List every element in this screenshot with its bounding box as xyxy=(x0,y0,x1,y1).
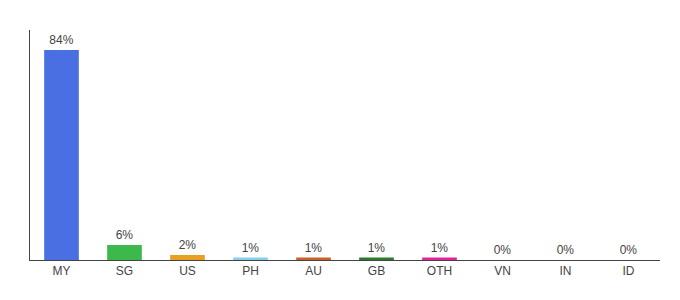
svg-text:GB: GB xyxy=(368,264,385,278)
svg-text:AU: AU xyxy=(305,264,322,278)
svg-text:84%: 84% xyxy=(49,33,73,47)
svg-text:PH: PH xyxy=(242,264,259,278)
svg-text:1%: 1% xyxy=(368,241,386,255)
svg-text:0%: 0% xyxy=(557,243,575,257)
svg-text:ID: ID xyxy=(623,264,635,278)
svg-text:0%: 0% xyxy=(494,243,512,257)
svg-text:SG: SG xyxy=(116,264,133,278)
svg-text:6%: 6% xyxy=(116,228,134,242)
svg-text:VN: VN xyxy=(494,264,511,278)
svg-text:1%: 1% xyxy=(431,241,449,255)
svg-text:0%: 0% xyxy=(620,243,638,257)
svg-text:IN: IN xyxy=(560,264,572,278)
svg-text:1%: 1% xyxy=(305,241,323,255)
svg-text:OTH: OTH xyxy=(427,264,452,278)
svg-text:1%: 1% xyxy=(242,241,260,255)
svg-text:US: US xyxy=(179,264,196,278)
svg-text:2%: 2% xyxy=(179,238,197,252)
svg-text:MY: MY xyxy=(53,264,71,278)
